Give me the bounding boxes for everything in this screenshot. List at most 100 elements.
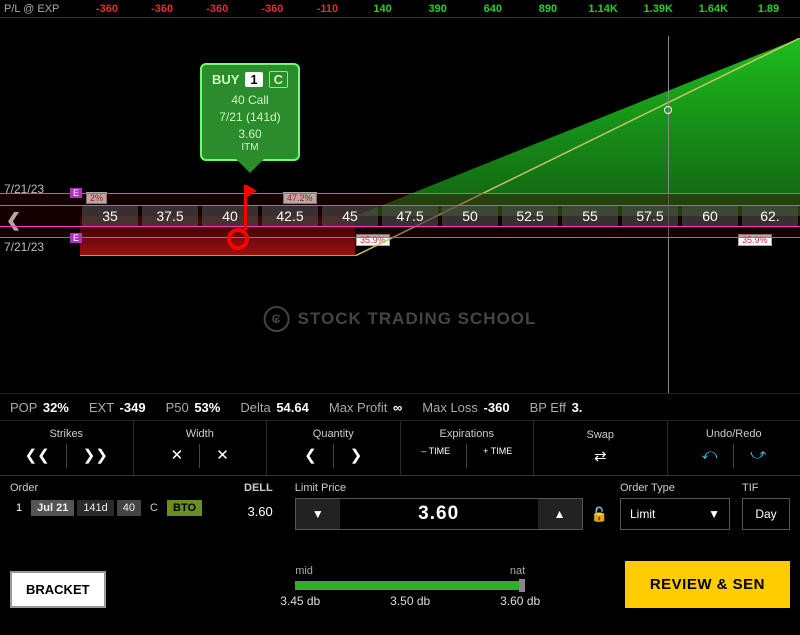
- strike-label: 50: [442, 206, 498, 226]
- e-marker-top: E: [70, 188, 82, 198]
- position-badge[interactable]: BUY 1 C 40 Call 7/21 (141d) 3.60 ITM: [200, 63, 300, 161]
- pl-value: -360: [245, 3, 300, 15]
- pl-value: 1.89: [741, 3, 796, 15]
- badge-itm: ITM: [208, 142, 292, 153]
- metric-item: Max Loss -360: [422, 400, 509, 415]
- strike-axis: 3537.54042.54547.55052.55557.56062.: [80, 206, 800, 226]
- metrics-bar: POP 32% EXT -349 P50 53% Delta 54.64 Max Pro…: [0, 393, 800, 421]
- watermark-icon: ₢: [264, 306, 290, 332]
- watermark-text: STOCK TRADING SCHOOL: [298, 309, 537, 329]
- ctrl-group-expirations: Expirations – TIME + TIME: [401, 421, 535, 475]
- ctrl-label: Swap: [586, 429, 614, 441]
- ctrl-group-undo-redo: Undo/Redo⤺⤻: [668, 421, 800, 475]
- order-qty[interactable]: 1: [10, 500, 28, 516]
- ctrl-group-strikes: Strikes ❮❮ ❯❯: [0, 421, 134, 475]
- order-side[interactable]: BTO: [167, 500, 202, 516]
- order-days: 141d: [77, 500, 113, 516]
- date-label-2: 7/21/23: [4, 240, 44, 254]
- pl-value: 140: [355, 3, 410, 15]
- price-v2: 3.50 db: [390, 594, 430, 608]
- strike-label: 35: [82, 206, 138, 226]
- tif-label: TIF: [742, 482, 790, 494]
- metric-item: EXT -349: [89, 400, 146, 415]
- metric-item: Delta 54.64: [240, 400, 309, 415]
- symbol-price: 3.60: [247, 500, 272, 519]
- ctrl-button[interactable]: ⤻: [744, 444, 772, 468]
- order-strike[interactable]: 40: [117, 500, 141, 516]
- mid-label: mid: [295, 565, 313, 577]
- metric-item: P50 53%: [166, 400, 221, 415]
- ctrl-button[interactable]: ✕: [165, 444, 190, 468]
- ctrl-button[interactable]: ❯❯: [77, 444, 114, 468]
- badge-c: C: [269, 71, 288, 88]
- price-slider[interactable]: mid nat 3.45 db 3.50 db 3.60 db: [226, 565, 595, 608]
- price-bar[interactable]: [295, 581, 525, 590]
- strike-label: 62.: [742, 206, 798, 226]
- ctrl-group-swap: Swap ⇄: [534, 421, 668, 475]
- pl-label: P/L @ EXP: [4, 3, 59, 15]
- strike-label: 55: [562, 206, 618, 226]
- watermark: ₢ STOCK TRADING SCHOOL: [264, 306, 537, 332]
- strike-marker-circle[interactable]: [227, 228, 249, 250]
- lock-icon[interactable]: 🔓: [591, 506, 608, 523]
- pl-value: -360: [79, 3, 134, 15]
- badge-line3: 3.60: [208, 126, 292, 143]
- strike-label: 57.5: [622, 206, 678, 226]
- price-dot: [664, 106, 672, 114]
- ctrl-group-width: Width ✕ ✕: [134, 421, 268, 475]
- pl-value: 1.64K: [686, 3, 741, 15]
- ordertype-select[interactable]: Limit ▼: [620, 498, 730, 530]
- price-v1: 3.45 db: [280, 594, 320, 608]
- pl-value: -360: [135, 3, 190, 15]
- pl-value: 390: [410, 3, 465, 15]
- metric-item: Max Profit ∞: [329, 400, 402, 415]
- ordertype-label: Order Type: [620, 482, 730, 494]
- ctrl-label: Strikes: [49, 428, 83, 440]
- tif-select[interactable]: Day: [742, 498, 790, 530]
- order-type: C: [144, 500, 164, 516]
- pl-value: -110: [300, 3, 355, 15]
- risk-chart[interactable]: BUY 1 C 40 Call 7/21 (141d) 3.60 ITM 7/2…: [0, 18, 800, 393]
- order-date[interactable]: Jul 21: [31, 500, 74, 516]
- ctrl-button[interactable]: ❮❮: [19, 444, 56, 468]
- ctrl-group-quantity: Quantity ❮ ❯: [267, 421, 401, 475]
- strike-label: 37.5: [142, 206, 198, 226]
- symbol-label: DELL: [244, 482, 273, 494]
- ctrl-button[interactable]: + TIME: [477, 444, 518, 468]
- ctrl-button[interactable]: ❯: [344, 444, 369, 468]
- metric-item: POP 32%: [10, 400, 69, 415]
- ctrl-label: Expirations: [440, 428, 494, 440]
- badge-line1: 40 Call: [208, 92, 292, 109]
- ctrl-button[interactable]: ✕: [210, 444, 235, 468]
- pl-value: 890: [520, 3, 575, 15]
- strike-label: 47.5: [382, 206, 438, 226]
- bracket-button[interactable]: BRACKET: [10, 571, 106, 608]
- pl-value: -360: [190, 3, 245, 15]
- chevron-down-icon: ▼: [708, 507, 720, 521]
- ctrl-label: Quantity: [313, 428, 354, 440]
- strike-label: 40: [202, 206, 258, 226]
- nat-label: nat: [510, 565, 525, 577]
- strike-label: 45: [322, 206, 378, 226]
- strike-label: 60: [682, 206, 738, 226]
- limit-value[interactable]: 3.60: [340, 503, 538, 525]
- metric-item: BP Eff 3.: [530, 400, 583, 415]
- ctrl-button[interactable]: ⇄: [588, 445, 613, 467]
- ctrl-button[interactable]: ⤺: [695, 444, 723, 468]
- limit-price-box: ▼ 3.60 ▲: [295, 498, 583, 530]
- price-v3: 3.60 db: [500, 594, 540, 608]
- strike-band: E E 3537.54042.54547.55052.55557.56062.: [0, 193, 800, 238]
- pl-value: 1.14K: [576, 3, 631, 15]
- review-send-button[interactable]: REVIEW & SEN: [625, 561, 790, 608]
- pl-value: 640: [465, 3, 520, 15]
- strike-label: 52.5: [502, 206, 558, 226]
- strike-label: 42.5: [262, 206, 318, 226]
- ctrl-button[interactable]: – TIME: [415, 444, 456, 468]
- tif-value: Day: [755, 507, 776, 521]
- limit-decrease-button[interactable]: ▼: [296, 499, 340, 529]
- ctrl-label: Width: [186, 428, 214, 440]
- pl-values: -360-360-360-360-1101403906408901.14K1.3…: [79, 3, 796, 15]
- strike-marker-flag: [247, 185, 257, 197]
- ctrl-button[interactable]: ❮: [298, 444, 323, 468]
- limit-increase-button[interactable]: ▲: [538, 499, 582, 529]
